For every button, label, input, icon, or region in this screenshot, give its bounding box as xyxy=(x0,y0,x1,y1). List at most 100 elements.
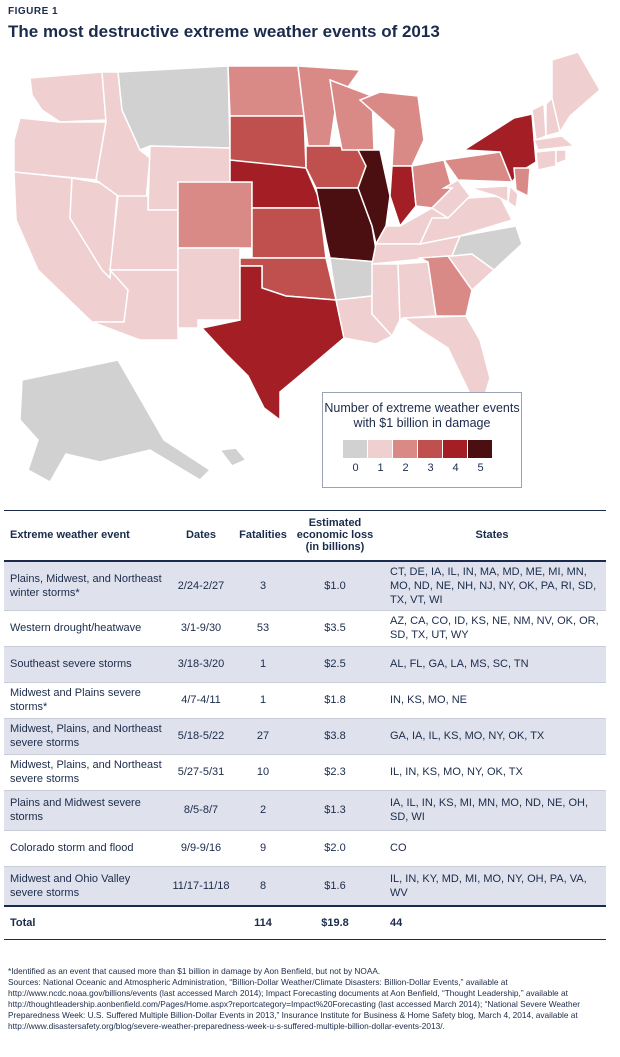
cell-fatalities: 1 xyxy=(234,646,292,683)
cell-fatalities: 27 xyxy=(234,718,292,755)
state-ny xyxy=(461,113,537,184)
total-dates xyxy=(168,905,234,940)
total-states: 44 xyxy=(378,905,606,940)
legend-labels: 0 1 2 3 4 5 xyxy=(343,462,493,474)
legend-swatch-0 xyxy=(343,440,367,458)
cell-dates: 8/5-8/7 xyxy=(168,790,234,831)
cell-dates: 3/1-9/30 xyxy=(168,610,234,647)
state-ri xyxy=(555,149,567,166)
cell-event: Midwest, Plains, and Northeast severe st… xyxy=(4,754,168,791)
state-fl xyxy=(401,315,491,399)
legend-label-5: 5 xyxy=(477,462,484,474)
cell-dates: 9/9-9/16 xyxy=(168,830,234,867)
cell-dates: 4/7-4/11 xyxy=(168,682,234,719)
state-wi xyxy=(329,78,375,151)
state-ak xyxy=(19,359,212,484)
cell-event: Southeast severe storms xyxy=(4,646,168,683)
header-states: States xyxy=(378,510,606,562)
cell-states: GA, IA, IL, KS, MO, NY, OK, TX xyxy=(378,718,606,755)
footnote-sources: Sources: National Oceanic and Atmospheri… xyxy=(8,977,580,1031)
cell-dates: 2/24-2/27 xyxy=(168,560,234,611)
legend-swatch-5 xyxy=(468,440,492,458)
cell-loss: $1.3 xyxy=(292,790,378,831)
total-loss: $19.8 xyxy=(292,905,378,940)
state-ma xyxy=(532,135,576,151)
cell-loss: $1.8 xyxy=(292,682,378,719)
legend-label-1: 1 xyxy=(377,462,384,474)
state-nm xyxy=(177,247,241,329)
cell-fatalities: 1 xyxy=(234,682,292,719)
table-row: Colorado storm and flood 9/9-9/16 9 $2.0 CO xyxy=(4,830,606,867)
header-fatalities: Fatalities xyxy=(234,510,292,562)
state-co xyxy=(177,181,253,249)
table-total-row: Total 114 $19.8 44 xyxy=(4,905,606,940)
table-row: Midwest, Plains, and Northeast severe st… xyxy=(4,754,606,791)
table-row: Southeast severe storms 3/18-3/20 1 $2.5 AL,… xyxy=(4,646,606,683)
legend-label-4: 4 xyxy=(452,462,459,474)
footnote-asterisk: *Identified as an event that caused more… xyxy=(8,966,381,976)
state-ia xyxy=(305,145,367,189)
state-wa xyxy=(29,71,107,123)
cell-fatalities: 8 xyxy=(234,866,292,907)
events-table-wrapper: Extreme weather event Dates Fatalities E… xyxy=(4,510,606,940)
state-ar xyxy=(329,257,379,301)
cell-loss: $1.0 xyxy=(292,560,378,611)
cell-loss: $1.6 xyxy=(292,866,378,907)
cell-dates: 5/27-5/31 xyxy=(168,754,234,791)
cell-dates: 3/18-3/20 xyxy=(168,646,234,683)
cell-event: Plains, Midwest, and Northeast winter st… xyxy=(4,560,168,611)
cell-event: Western drought/heatwave xyxy=(4,610,168,647)
cell-dates: 11/17-11/18 xyxy=(168,866,234,907)
header-event: Extreme weather event xyxy=(4,510,168,562)
legend-swatch-3 xyxy=(418,440,442,458)
legend-swatch-1 xyxy=(368,440,392,458)
legend-label-2: 2 xyxy=(402,462,409,474)
map-legend: Number of extreme weather events with $1… xyxy=(322,392,522,488)
header-dates: Dates xyxy=(168,510,234,562)
state-nd xyxy=(227,65,305,117)
cell-event: Plains and Midwest severe storms xyxy=(4,790,168,831)
table-row: Plains, Midwest, and Northeast winter st… xyxy=(4,560,606,611)
state-sd xyxy=(229,115,307,169)
cell-states: IA, IL, IN, KS, MI, MN, MO, ND, NE, OH, … xyxy=(378,790,606,831)
table-header-row: Extreme weather event Dates Fatalities E… xyxy=(4,510,606,562)
state-hi xyxy=(218,447,248,467)
cell-loss: $2.0 xyxy=(292,830,378,867)
state-md xyxy=(469,185,509,204)
state-or xyxy=(13,117,107,181)
state-mt xyxy=(117,65,231,151)
cell-event: Midwest and Plains severe storms* xyxy=(4,682,168,719)
cell-dates: 5/18-5/22 xyxy=(168,718,234,755)
state-ct xyxy=(535,149,557,171)
header-loss-line2: economic loss xyxy=(296,529,374,542)
cell-states: IL, IN, KS, MO, NY, OK, TX xyxy=(378,754,606,791)
cell-states: IN, KS, MO, NE xyxy=(378,682,606,719)
cell-states: IL, IN, KY, MD, MI, MO, NY, OH, PA, VA, … xyxy=(378,866,606,907)
table-row: Midwest and Ohio Valley severe storms 11/… xyxy=(4,866,606,907)
cell-loss: $2.5 xyxy=(292,646,378,683)
cell-fatalities: 3 xyxy=(234,560,292,611)
cell-event: Midwest, Plains, and Northeast severe st… xyxy=(4,718,168,755)
table-row: Plains and Midwest severe storms 8/5-8/7 2… xyxy=(4,790,606,831)
cell-event: Colorado storm and flood xyxy=(4,830,168,867)
figure-label: FIGURE 1 xyxy=(8,6,59,17)
table-row: Western drought/heatwave 3/1-9/30 53 $3.5 AZ… xyxy=(4,610,606,647)
cell-loss: $3.8 xyxy=(292,718,378,755)
legend-title: Number of extreme weather events with $1… xyxy=(323,401,521,431)
cell-fatalities: 9 xyxy=(234,830,292,867)
footnotes: *Identified as an event that caused more… xyxy=(8,966,612,1032)
chart-title: The most destructive extreme weather eve… xyxy=(8,22,440,41)
legend-swatches xyxy=(343,440,493,458)
cell-fatalities: 2 xyxy=(234,790,292,831)
state-nj xyxy=(513,167,531,198)
legend-title-line1: Number of extreme weather events xyxy=(324,401,520,415)
cell-states: CT, DE, IA, IL, IN, MA, MD, ME, MI, MN, … xyxy=(378,560,606,611)
cell-event: Midwest and Ohio Valley severe storms xyxy=(4,866,168,907)
cell-states: AZ, CA, CO, ID, KS, NE, NM, NV, OK, OR, … xyxy=(378,610,606,647)
state-in xyxy=(389,165,417,228)
cell-loss: $2.3 xyxy=(292,754,378,791)
header-loss-line3: (in billions) xyxy=(305,541,365,554)
cell-states: AL, FL, GA, LA, MS, SC, TN xyxy=(378,646,606,683)
table-body: Plains, Midwest, and Northeast winter st… xyxy=(4,560,606,940)
total-fatalities: 114 xyxy=(234,905,292,940)
